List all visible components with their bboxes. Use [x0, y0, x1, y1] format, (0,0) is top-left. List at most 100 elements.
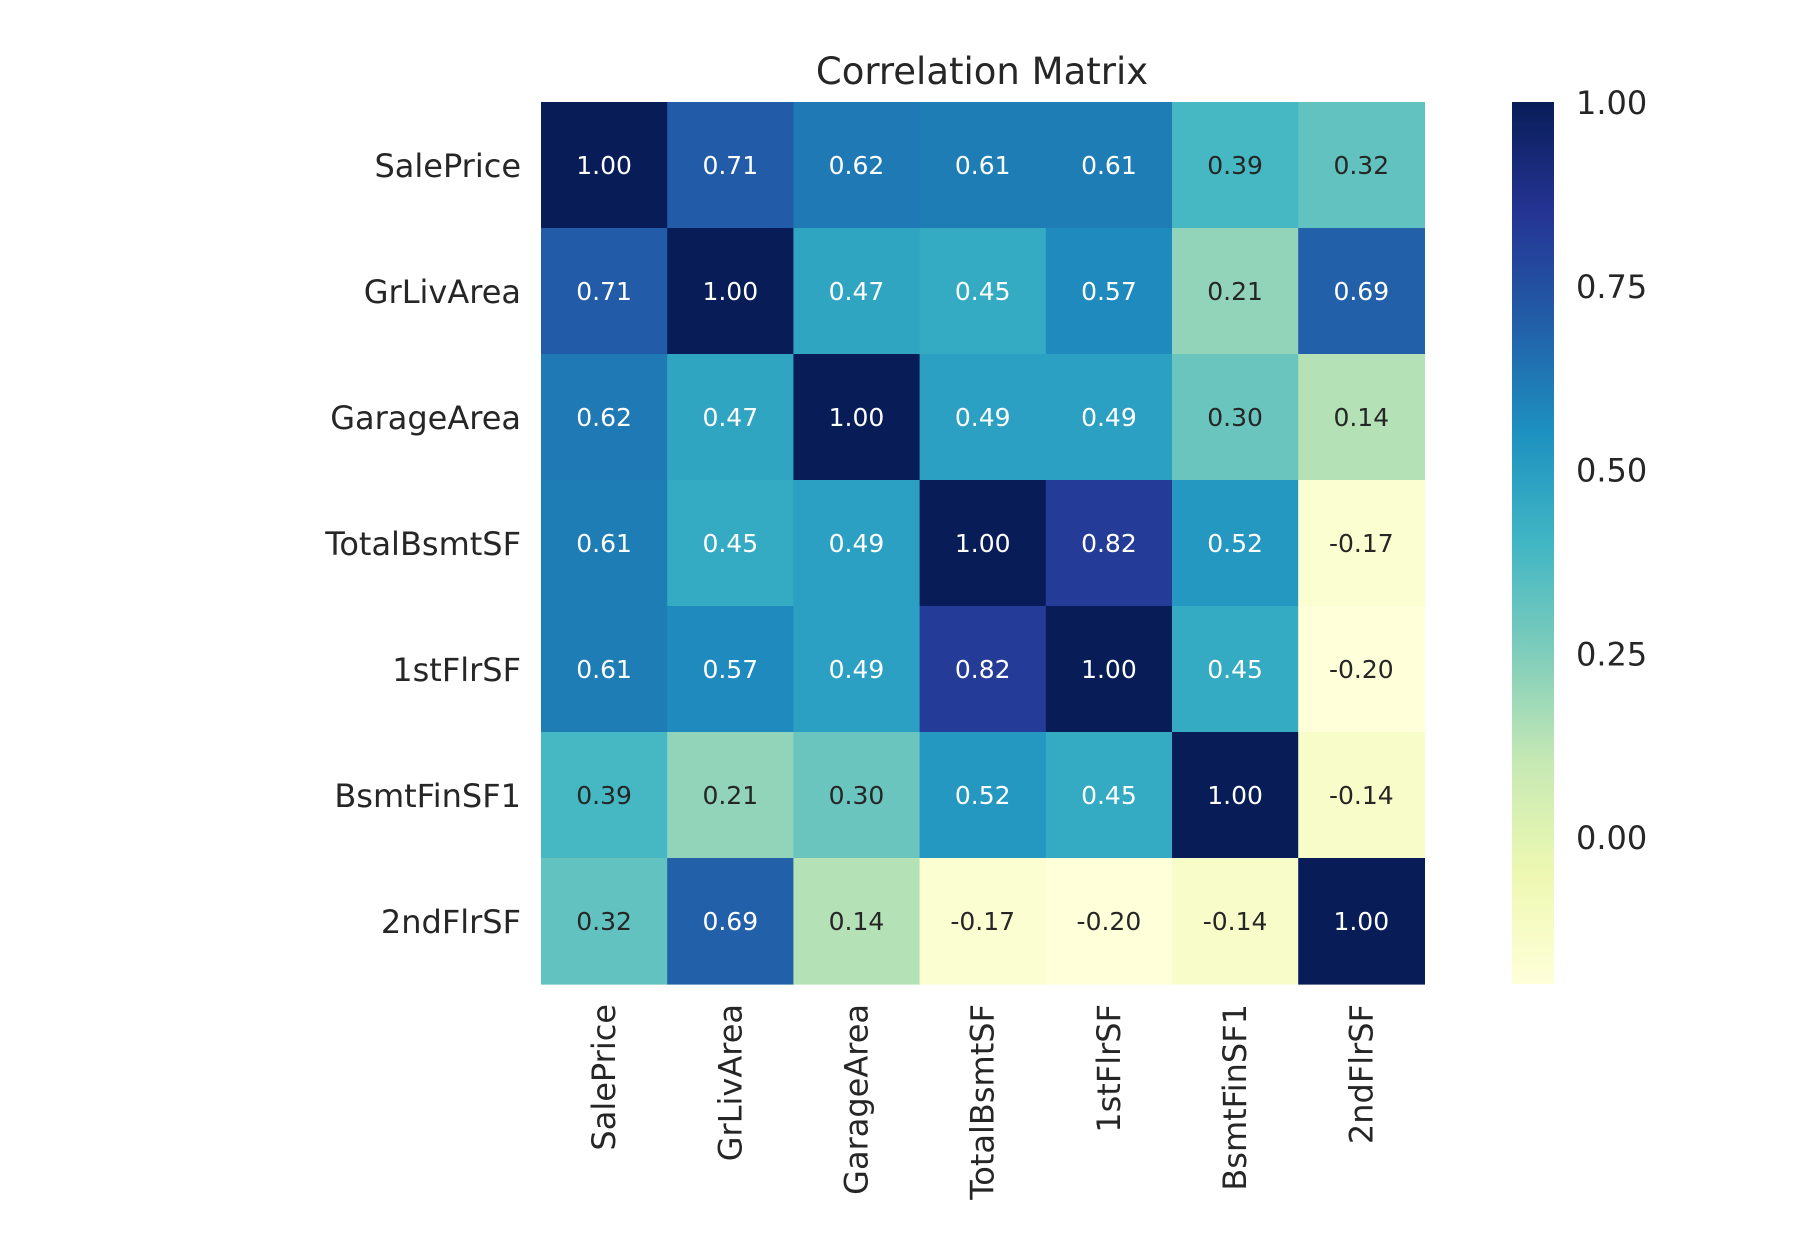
cell-value-label: -0.14	[1329, 781, 1394, 810]
heatmap-cell	[793, 102, 921, 229]
cell-value-label: 0.32	[1333, 151, 1389, 180]
heatmap-cell	[793, 732, 921, 859]
heatmap-cells: 1.00 0.71 0.62 0.61 0.61 0.39 0.32 0.71 1.00 0.47…	[541, 102, 1425, 985]
heatmap-cell	[793, 228, 921, 355]
heatmap-cell	[793, 354, 921, 481]
heatmap-cell	[667, 228, 794, 355]
column-label: BsmtFinSF1	[1216, 1004, 1254, 1191]
column-label: TotalBsmtSF	[964, 1004, 1002, 1201]
cell-value-label: -0.20	[1077, 907, 1142, 936]
heatmap-cell	[1172, 606, 1299, 733]
cell-value-label: 1.00	[702, 277, 758, 306]
cell-value-label: 0.71	[702, 151, 758, 180]
cell-value-label: 0.71	[576, 277, 632, 306]
colorbar-tick-label: 0.25	[1576, 635, 1647, 673]
cell-value-label: 0.82	[955, 655, 1011, 684]
cell-value-label: 0.61	[576, 529, 632, 558]
heatmap-cell	[919, 732, 1047, 859]
colorbar-tick-label: 0.50	[1576, 452, 1647, 490]
cell-value-label: -0.17	[950, 907, 1015, 936]
cell-value-label: 1.00	[955, 529, 1011, 558]
cell-value-label: 0.45	[1081, 781, 1137, 810]
heatmap-cell	[793, 858, 921, 985]
cell-value-label: 0.69	[702, 907, 758, 936]
cell-value-label: 0.61	[576, 655, 632, 684]
cell-value-label: 0.45	[955, 277, 1011, 306]
heatmap-cell	[541, 606, 668, 733]
cell-value-label: 0.57	[702, 655, 758, 684]
heatmap-cell	[1045, 732, 1173, 859]
cell-value-label: -0.20	[1329, 655, 1394, 684]
heatmap-cell	[541, 480, 668, 607]
row-label: GarageArea	[330, 399, 521, 437]
cell-value-label: 0.52	[955, 781, 1011, 810]
heatmap-cell	[1298, 732, 1425, 859]
cell-value-label: 0.49	[829, 655, 885, 684]
heatmap-cell	[1045, 480, 1173, 607]
cell-value-label: 0.30	[1207, 403, 1263, 432]
column-labels: SalePrice GrLivArea GarageArea TotalBsmtSF 1…	[585, 1004, 1380, 1201]
heatmap-cell	[541, 858, 668, 985]
heatmap-cell	[1298, 102, 1425, 229]
row-labels: SalePrice GrLivArea GarageArea TotalBsmtSF 1…	[324, 147, 521, 941]
cell-value-label: 1.00	[576, 151, 632, 180]
chart-title: Correlation Matrix	[816, 50, 1148, 93]
cell-value-label: 0.49	[829, 529, 885, 558]
cell-value-label: 1.00	[1207, 781, 1263, 810]
row-label: SalePrice	[374, 147, 521, 185]
cell-value-label: 0.39	[576, 781, 632, 810]
heatmap-cell	[1298, 480, 1425, 607]
cell-value-label: 0.69	[1333, 277, 1389, 306]
cell-value-label: -0.17	[1329, 529, 1394, 558]
column-label: 2ndFlrSF	[1342, 1004, 1380, 1144]
cell-value-label: 0.30	[829, 781, 885, 810]
heatmap-cell	[793, 480, 921, 607]
cell-value-label: 0.49	[1081, 403, 1137, 432]
heatmap-cell	[1045, 102, 1173, 229]
cell-value-label: 0.61	[1081, 151, 1137, 180]
cell-value-label: 0.45	[702, 529, 758, 558]
heatmap-cell	[667, 354, 794, 481]
colorbar-tick-label: 0.75	[1576, 268, 1647, 306]
heatmap-cell	[1045, 606, 1173, 733]
heatmap-cell	[793, 606, 921, 733]
heatmap-cell	[1045, 858, 1173, 985]
cell-value-label: 0.32	[576, 907, 632, 936]
cell-value-label: 0.14	[829, 907, 885, 936]
heatmap-cell	[1298, 858, 1425, 985]
heatmap-cell	[667, 480, 794, 607]
cell-value-label: 0.61	[955, 151, 1011, 180]
colorbar	[1512, 102, 1554, 984]
heatmap-cell	[1172, 732, 1299, 859]
heatmap-cell	[541, 354, 668, 481]
heatmap-cell	[667, 858, 794, 985]
heatmap-cell	[541, 102, 668, 229]
heatmap-cell	[919, 606, 1047, 733]
heatmap-cell	[919, 102, 1047, 229]
colorbar-tick-label: 0.00	[1576, 819, 1647, 857]
row-label: TotalBsmtSF	[324, 525, 521, 563]
heatmap-cell	[1298, 606, 1425, 733]
heatmap-cell	[1045, 354, 1173, 481]
heatmap-cell	[541, 228, 668, 355]
cell-value-label: 0.14	[1333, 403, 1389, 432]
heatmap-cell	[667, 606, 794, 733]
column-label: SalePrice	[585, 1004, 623, 1151]
heatmap-cell	[1172, 354, 1299, 481]
row-label: GrLivArea	[364, 273, 521, 311]
cell-value-label: 0.45	[1207, 655, 1263, 684]
cell-value-label: 0.82	[1081, 529, 1137, 558]
heatmap-cell	[1172, 228, 1299, 355]
heatmap-cell	[667, 102, 794, 229]
cell-value-label: 0.62	[576, 403, 632, 432]
row-label: 2ndFlrSF	[381, 903, 521, 941]
cell-value-label: 0.62	[829, 151, 885, 180]
heatmap-cell	[919, 858, 1047, 985]
column-label: 1stFlrSF	[1090, 1004, 1128, 1133]
heatmap-cell	[667, 732, 794, 859]
colorbar-ticks: 0.00 0.25 0.50 0.75 1.00	[1576, 84, 1647, 857]
heatmap-cell	[1045, 228, 1173, 355]
cell-value-label: 0.47	[702, 403, 758, 432]
heatmap-cell	[1298, 354, 1425, 481]
